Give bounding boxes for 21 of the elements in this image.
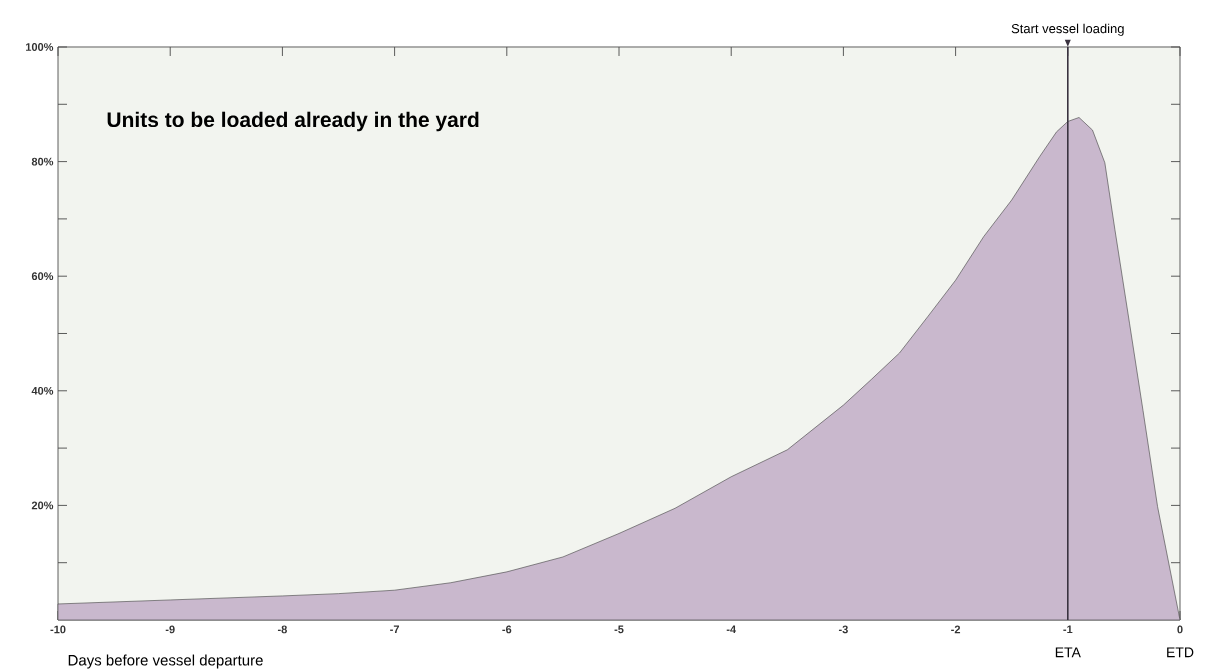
- y-tick-label: 100%: [26, 43, 54, 51]
- x-axis-title: Days before vessel departure: [68, 654, 263, 669]
- y-tick-label: 60%: [31, 272, 54, 281]
- x-tick-label: -7: [390, 625, 400, 634]
- x-tick-label: -8: [277, 625, 287, 634]
- y-tick-label: 80%: [31, 157, 54, 166]
- x-tick-label: -9: [165, 625, 175, 634]
- x-tick-label: 0: [1177, 625, 1183, 634]
- y-tick-label: 20%: [31, 501, 54, 510]
- x-tick-label: -6: [502, 625, 512, 634]
- annotation: ETD: [1167, 647, 1194, 658]
- x-tick-label: -4: [726, 625, 737, 634]
- y-tick-label: 40%: [31, 386, 54, 395]
- x-tick-label: -3: [838, 625, 848, 634]
- annotation: ETA: [1055, 647, 1081, 658]
- x-tick-label: -1: [1063, 625, 1073, 634]
- text: Units to be loaded already in the yard: [107, 111, 479, 132]
- x-tick-label: -5: [614, 625, 624, 634]
- x-tick-label: -2: [951, 625, 961, 634]
- ref-line-label: Start vessel loading: [1011, 23, 1124, 36]
- x-tick-label: -10: [50, 625, 66, 634]
